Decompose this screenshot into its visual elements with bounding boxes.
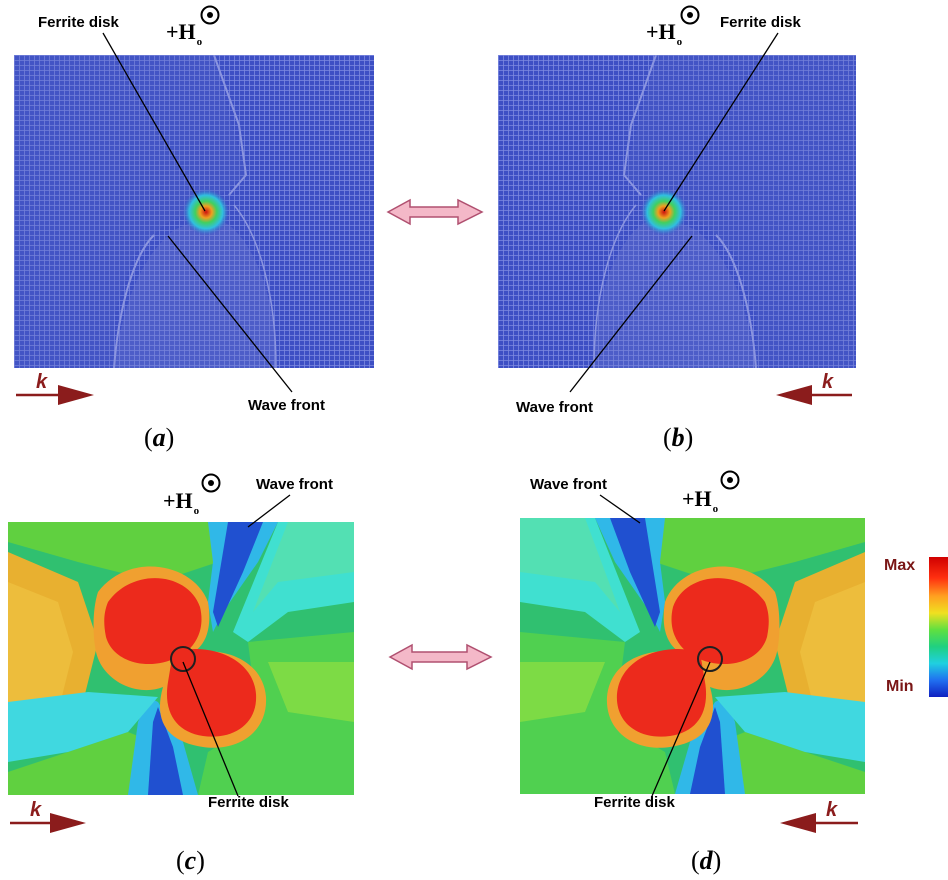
panel-b-field-sub: o: [676, 36, 683, 48]
panel-a-k-label: k: [36, 371, 48, 393]
panel-a-field-label: +Ho: [166, 21, 202, 48]
bottom-double-arrow-icon: [388, 643, 493, 671]
panel-c-caption: (c): [176, 846, 205, 875]
panel-b-field-main: +H: [646, 19, 676, 44]
panel-c-field-label: +Ho: [163, 490, 199, 517]
panel-b-wave-label: Wave front: [516, 399, 593, 416]
panel-d-ferrite-label: Ferrite disk: [594, 794, 675, 811]
panel-b-caption: (b): [663, 423, 694, 452]
panel-d-k-arrow-icon: [780, 813, 858, 833]
panel-a-field-dot-icon: [200, 5, 220, 25]
panel-c-caption-letter: c: [184, 846, 197, 875]
panel-b-caption-letter: b: [671, 423, 685, 452]
panel-d-field-sub: o: [712, 503, 719, 515]
colorscale-max-label: Max: [884, 557, 916, 574]
panel-c-field-sub: o: [193, 505, 200, 517]
panel-c-k-arrow-icon: [10, 813, 86, 833]
panel-d-wave-label: Wave front: [530, 476, 607, 493]
panel-c-k-label: k: [30, 799, 42, 821]
panel-c-field-dot-icon: [201, 473, 221, 493]
panel-b-field-label: +Ho: [646, 21, 682, 48]
panel-c-field-image: [8, 522, 354, 795]
panel-d-field-image: [520, 518, 865, 794]
panel-d-field-main: +H: [682, 486, 712, 511]
panel-a-ferrite-label: Ferrite disk: [38, 14, 119, 31]
colorscale-bar: [929, 557, 948, 697]
colorscale-min-label: Min: [886, 678, 914, 695]
panel-a-k-arrow-icon: [16, 385, 94, 405]
panel-a-field-image: [14, 55, 374, 368]
panel-d-field-label: +Ho: [682, 488, 718, 515]
panel-b-field-image: [498, 55, 856, 368]
panel-a-field-sub: o: [196, 36, 203, 48]
panel-c-wave-label: Wave front: [256, 476, 333, 493]
panel-a-caption: (a): [144, 423, 175, 452]
panel-a-wave-label: Wave front: [248, 397, 325, 414]
panel-d-caption-letter: d: [699, 846, 713, 875]
panel-c-ferrite-label: Ferrite disk: [208, 794, 289, 811]
panel-b-field-dot-icon: [680, 5, 700, 25]
panel-b-k-label: k: [822, 371, 834, 393]
panel-a-caption-letter: a: [152, 423, 166, 452]
panel-d-caption: (d): [691, 846, 722, 875]
panel-a-field-main: +H: [166, 19, 196, 44]
panel-b-k-arrow-icon: [776, 385, 852, 405]
panel-c-field-main: +H: [163, 488, 193, 513]
panel-d-field-dot-icon: [720, 470, 740, 490]
panel-b-ferrite-label: Ferrite disk: [720, 14, 801, 31]
panel-d-k-label: k: [826, 799, 838, 821]
top-double-arrow-icon: [386, 198, 484, 226]
